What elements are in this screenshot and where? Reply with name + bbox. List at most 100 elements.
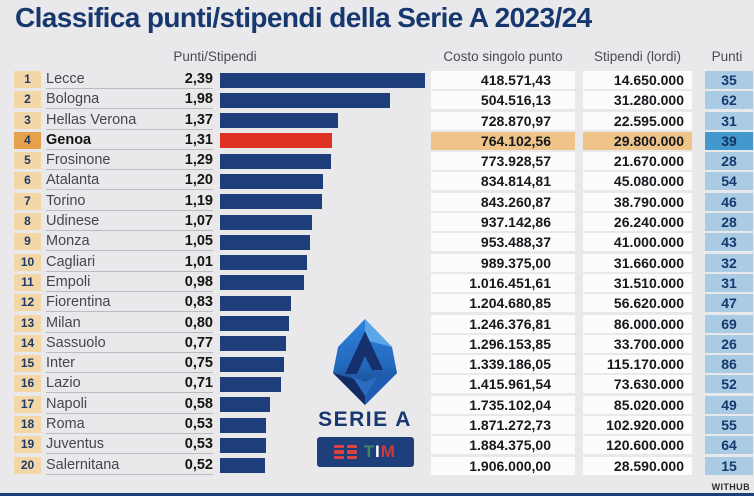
- ratio-value: 0,53: [170, 415, 213, 435]
- points-cell: 28: [705, 152, 753, 171]
- team-name: Sassuolo: [46, 334, 170, 353]
- rank-badge: 7: [14, 192, 41, 210]
- rank-badge: 18: [14, 416, 41, 434]
- ratio-bar: [220, 417, 266, 433]
- rank-badge: 6: [14, 172, 41, 190]
- rank-badge: 14: [14, 334, 41, 352]
- team-name: Frosinone: [46, 151, 170, 171]
- points-cell: 39: [705, 131, 753, 150]
- ratio-bar: [220, 376, 281, 392]
- rank-badge: 10: [14, 253, 41, 271]
- serie-a-gem-icon: [333, 319, 397, 405]
- ratio-value: 1,19: [170, 192, 213, 211]
- column-header-points: Punti: [711, 49, 743, 64]
- table-row: 2 Bologna 1,98 504.516,13 31.280.000 62: [0, 90, 754, 110]
- rows: 1 Lecce 2,39 418.571,43 14.650.000 35 2 …: [0, 70, 754, 476]
- ratio-value: 1,20: [170, 171, 213, 191]
- ratio-bar: [220, 173, 323, 189]
- salary-cell: 21.670.000: [583, 152, 692, 171]
- rank-badge: 19: [14, 436, 41, 454]
- team-name: Salernitana: [46, 456, 170, 475]
- ratio-bar: [220, 316, 289, 332]
- table-row: 18 Roma 0,53 1.871.272,73 102.920.000 55: [0, 415, 754, 435]
- team-name: Hellas Verona: [46, 111, 170, 130]
- salary-cell: 28.590.000: [583, 456, 692, 475]
- salary-cell: 85.020.000: [583, 395, 692, 414]
- points-cell: 46: [705, 192, 753, 211]
- rank-badge: 12: [14, 294, 41, 312]
- team-name: Cagliari: [46, 253, 170, 272]
- ratio-bar: [220, 72, 425, 88]
- ratio-bar: [220, 153, 331, 169]
- salary-cell: 38.790.000: [583, 192, 692, 211]
- points-cell: 47: [705, 294, 753, 313]
- team-name: Roma: [46, 415, 170, 435]
- points-cell: 52: [705, 375, 753, 394]
- rank-badge: 4: [14, 131, 41, 149]
- ratio-value: 0,58: [170, 395, 213, 414]
- ratio-bar: [220, 255, 307, 271]
- cost-per-point-cell: 989.375,00: [431, 253, 575, 272]
- tim-wordmark: TIM: [363, 442, 396, 461]
- salary-cell: 45.080.000: [583, 172, 692, 191]
- cost-per-point-cell: 1.204.680,85: [431, 294, 575, 313]
- salary-cell: 56.620.000: [583, 294, 692, 313]
- ratio-value: 1,98: [170, 90, 213, 110]
- points-cell: 64: [705, 436, 753, 455]
- rank-badge: 17: [14, 395, 41, 413]
- cost-per-point-cell: 1.339.186,05: [431, 355, 575, 374]
- ratio-bar: [220, 336, 286, 352]
- column-header-salary: Stipendi (lordi): [593, 49, 682, 64]
- serie-a-wordmark: SERIE A: [318, 408, 412, 431]
- cost-per-point-cell: 953.488,37: [431, 233, 575, 252]
- cost-per-point-cell: 773.928,57: [431, 152, 575, 171]
- team-name: Napoli: [46, 395, 170, 414]
- table-row: 4 Genoa 1,31 764.102,56 29.800.000 39: [0, 131, 754, 151]
- ratio-value: 0,53: [170, 435, 213, 455]
- cost-per-point-cell: 728.870,97: [431, 111, 575, 130]
- serie-a-logo: SERIE A TIM: [290, 318, 440, 467]
- ratio-bar: [220, 356, 285, 372]
- table-row: 3 Hellas Verona 1,37 728.870,97 22.595.0…: [0, 111, 754, 131]
- salary-cell: 102.920.000: [583, 416, 692, 435]
- salary-cell: 41.000.000: [583, 233, 692, 252]
- ratio-value: 1,01: [170, 253, 213, 272]
- rank-badge: 20: [14, 456, 41, 474]
- cost-per-point-cell: 418.571,43: [431, 71, 575, 89]
- withub-watermark: WITHUB: [711, 482, 750, 492]
- ratio-bar: [220, 92, 390, 108]
- salary-cell: 31.660.000: [583, 253, 692, 272]
- points-cell: 86: [705, 355, 753, 374]
- team-name: Inter: [46, 354, 170, 374]
- ratio-bar: [220, 234, 311, 250]
- cost-per-point-cell: 764.102,56: [431, 131, 575, 150]
- table-row: 13 Milan 0,80 1.246.376,81 86.000.000 69: [0, 314, 754, 334]
- ratio-value: 0,77: [170, 334, 213, 353]
- points-cell: 35: [705, 71, 753, 89]
- salary-cell: 31.280.000: [583, 91, 692, 110]
- rank-badge: 2: [14, 91, 41, 109]
- rank-badge: 5: [14, 152, 41, 170]
- table-row: 7 Torino 1,19 843.260,87 38.790.000 46: [0, 192, 754, 212]
- ratio-value: 0,75: [170, 354, 213, 374]
- ratio-bar: [220, 113, 338, 129]
- ratio-bar: [220, 295, 292, 311]
- ratio-value: 1,31: [170, 131, 213, 150]
- team-name: Udinese: [46, 212, 170, 232]
- points-cell: 32: [705, 253, 753, 272]
- cost-per-point-cell: 843.260,87: [431, 192, 575, 211]
- cost-per-point-cell: 834.814,81: [431, 172, 575, 191]
- points-cell: 26: [705, 334, 753, 353]
- salary-cell: 22.595.000: [583, 111, 692, 130]
- rank-badge: 15: [14, 355, 41, 373]
- team-name: Juventus: [46, 435, 170, 455]
- team-name: Lecce: [46, 70, 170, 89]
- table-row: 16 Lazio 0,71 1.415.961,54 73.630.000 52: [0, 374, 754, 394]
- rank-badge: 8: [14, 213, 41, 231]
- points-cell: 15: [705, 456, 753, 475]
- salary-cell: 29.800.000: [583, 131, 692, 150]
- page-title: Classifica punti/stipendi della Serie A …: [15, 2, 592, 33]
- ratio-value: 2,39: [170, 70, 213, 89]
- ratio-value: 0,83: [170, 293, 213, 313]
- tim-lines-icon: [334, 444, 357, 460]
